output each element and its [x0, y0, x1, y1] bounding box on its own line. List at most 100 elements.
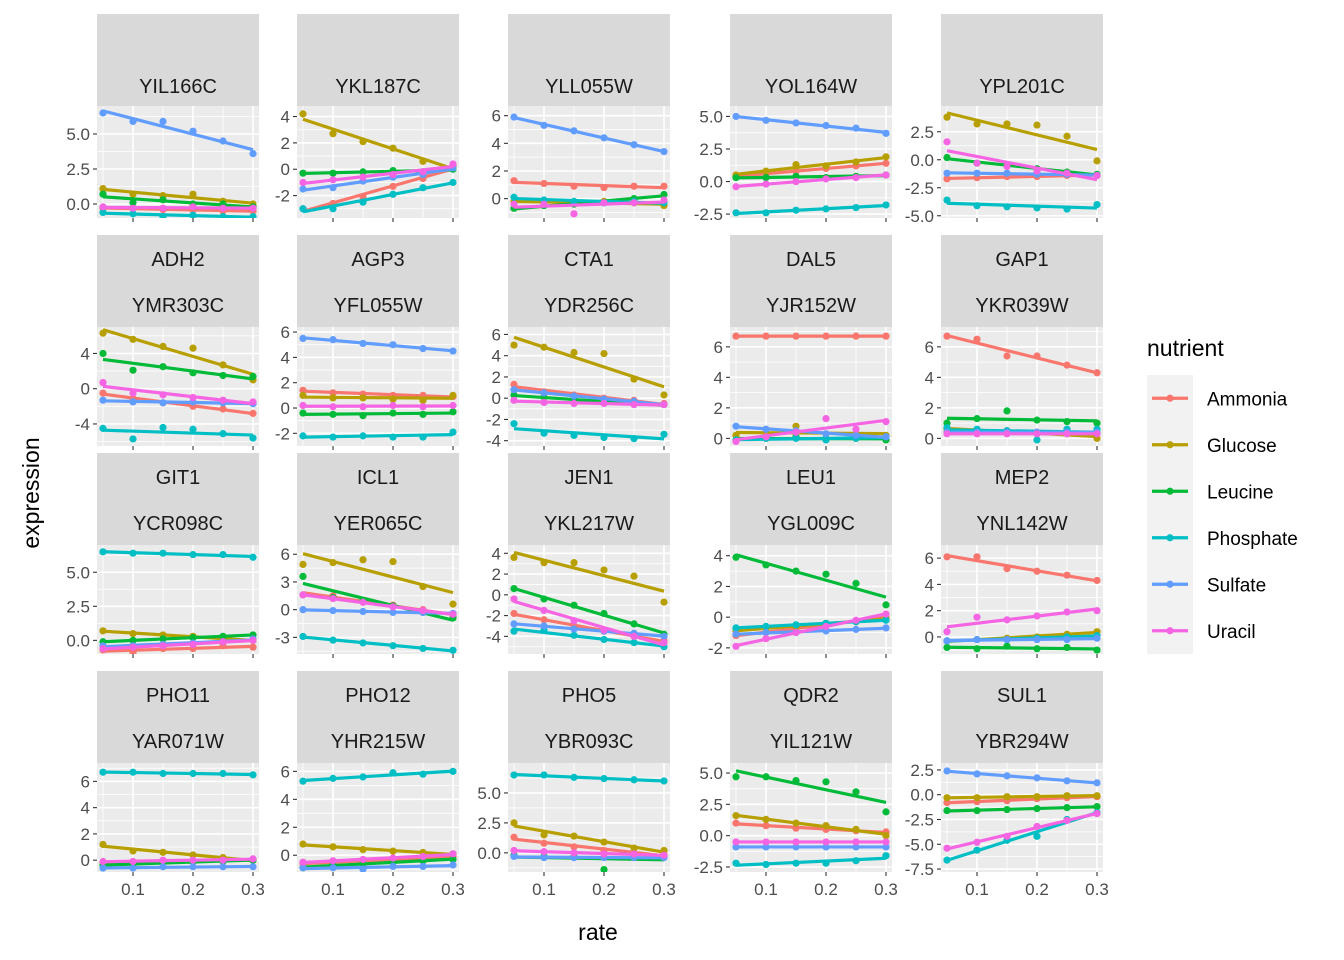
legend-key-point	[1166, 487, 1174, 495]
point-glucose	[852, 158, 860, 166]
y-tick-label: 2.5	[477, 814, 501, 833]
point-uracil	[1063, 430, 1071, 438]
point-sulfate	[129, 117, 137, 125]
point-glucose	[1063, 132, 1071, 140]
y-tick-label: 5.0	[699, 764, 723, 783]
strip-background	[941, 235, 1103, 327]
point-ammonia	[570, 843, 578, 851]
point-uracil	[189, 203, 197, 211]
point-ammonia	[762, 332, 770, 340]
point-uracil	[449, 610, 457, 618]
point-sulfate	[329, 606, 337, 615]
strip-label: YIL121W	[770, 731, 852, 753]
point-leucine	[762, 174, 770, 182]
legend-item-glucose: Glucose	[1147, 421, 1277, 468]
panel-data	[732, 553, 890, 650]
panel-data	[732, 769, 890, 869]
point-sulfate	[219, 137, 227, 145]
point-phosphate	[792, 434, 800, 442]
point-glucose	[882, 832, 890, 840]
point-glucose	[129, 335, 137, 343]
point-uracil	[630, 632, 638, 640]
point-phosphate	[359, 432, 367, 440]
point-phosphate	[129, 549, 137, 557]
point-ammonia	[943, 175, 951, 183]
point-sulfate	[510, 386, 518, 394]
point-phosphate	[570, 431, 578, 439]
point-uracil	[159, 642, 167, 650]
point-uracil	[822, 838, 830, 846]
point-leucine	[449, 408, 457, 416]
point-phosphate	[249, 213, 257, 218]
strip-label: YKL217W	[544, 513, 634, 535]
point-phosphate	[762, 209, 770, 217]
panel-data	[943, 332, 1101, 444]
panel-yjr152w: DAL5 YJR152W 0 2 4 6	[714, 235, 892, 450]
point-glucose	[732, 812, 740, 820]
point-uracil	[299, 178, 307, 187]
point-uracil	[389, 170, 397, 179]
trend-line-uracil	[513, 399, 665, 407]
point-leucine	[1093, 419, 1101, 427]
point-glucose	[189, 851, 197, 859]
point-sulfate	[882, 433, 890, 441]
point-ammonia	[792, 332, 800, 340]
point-uracil	[1033, 167, 1041, 175]
point-ammonia	[732, 332, 740, 340]
panel-ykl217w: JEN1 YKL217W -4-2 0 2 4	[486, 453, 670, 658]
point-phosphate	[792, 621, 800, 629]
point-glucose	[630, 844, 638, 852]
point-glucose	[189, 344, 197, 352]
point-leucine	[660, 190, 668, 199]
panel-data	[299, 110, 457, 214]
y-tick-label: 0	[925, 429, 934, 448]
y-tick-label: -2.5	[694, 205, 723, 224]
trend-line-sulfate	[735, 114, 887, 134]
strip-background	[730, 671, 892, 763]
point-uracil	[449, 850, 457, 858]
strip-background	[97, 453, 259, 545]
point-phosphate	[419, 770, 427, 778]
point-sulfate	[822, 843, 830, 851]
point-sulfate	[159, 117, 167, 125]
point-leucine	[129, 199, 137, 207]
y-tick-label: 4	[492, 347, 501, 366]
point-leucine	[189, 634, 197, 642]
point-glucose	[600, 838, 608, 846]
point-phosphate	[510, 193, 518, 201]
point-leucine	[943, 153, 951, 162]
point-ammonia	[219, 405, 227, 413]
point-leucine	[449, 855, 457, 864]
y-tick-label: 0	[714, 429, 723, 448]
trend-line-leucine	[102, 195, 254, 209]
y-tick-label: 0.0	[66, 631, 90, 650]
point-glucose	[540, 831, 548, 839]
point-uracil	[973, 159, 981, 167]
point-ammonia	[762, 822, 770, 830]
point-glucose	[389, 395, 397, 403]
point-phosphate	[943, 196, 951, 204]
point-uracil	[540, 200, 548, 208]
x-tick-label: 0.2	[1025, 880, 1049, 899]
point-uracil	[852, 616, 860, 624]
trend-line-phosphate	[513, 427, 665, 441]
point-uracil	[219, 396, 227, 404]
point-uracil	[600, 850, 608, 858]
panel-ydr256c: CTA1 YDR256C -4 -2 0 2 4 6	[486, 235, 670, 451]
x-tick-label: 0.1	[321, 880, 345, 899]
point-phosphate	[99, 424, 107, 432]
y-tick-label: 4	[925, 575, 934, 594]
point-uracil	[189, 856, 197, 864]
point-phosphate	[510, 771, 518, 779]
strip-label: CTA1	[564, 249, 614, 271]
point-uracil	[249, 855, 257, 863]
point-phosphate	[660, 430, 668, 438]
point-uracil	[419, 853, 427, 861]
point-sulfate	[449, 861, 457, 869]
point-sulfate	[389, 608, 397, 617]
panel-yil121w: QDR2 YIL121W -2.5 0.0 2.5 5.0 0.1 0.2 0.3	[694, 671, 898, 899]
point-sulfate	[822, 430, 830, 438]
point-leucine	[792, 776, 800, 785]
y-tick-label: -2	[708, 639, 723, 658]
strip-label: PHO12	[345, 685, 411, 707]
